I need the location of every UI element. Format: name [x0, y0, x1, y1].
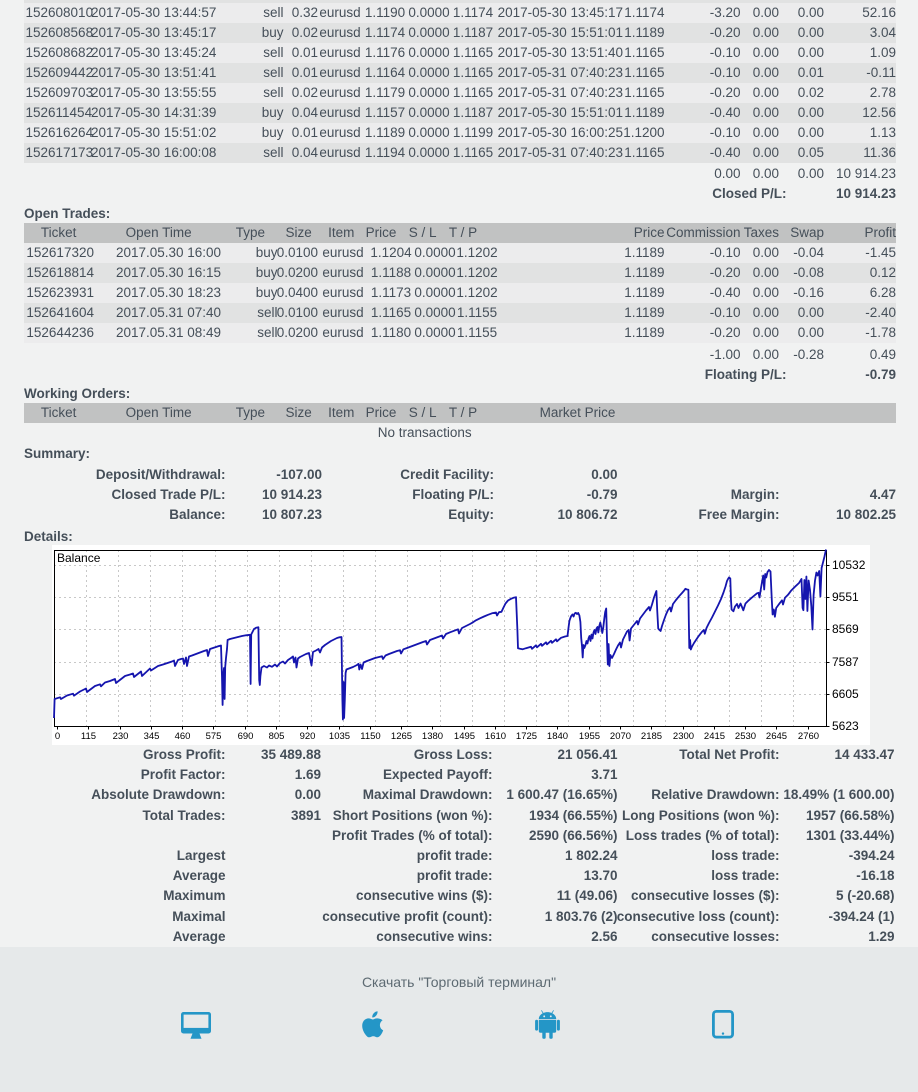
svg-text:2070: 2070 [610, 731, 631, 742]
svg-text:1610: 1610 [485, 731, 506, 742]
svg-text:2645: 2645 [766, 731, 787, 742]
svg-text:10532: 10532 [832, 558, 866, 572]
svg-text:575: 575 [206, 731, 222, 742]
svg-text:2760: 2760 [798, 731, 819, 742]
svg-text:1840: 1840 [547, 731, 568, 742]
svg-text:1150: 1150 [360, 731, 380, 742]
svg-text:2415: 2415 [704, 731, 725, 742]
svg-text:0: 0 [55, 731, 60, 742]
svg-text:5623: 5623 [832, 719, 859, 733]
svg-text:230: 230 [113, 731, 129, 742]
svg-text:1035: 1035 [329, 731, 350, 742]
svg-text:2300: 2300 [673, 731, 694, 742]
svg-text:920: 920 [300, 731, 316, 742]
svg-text:7587: 7587 [832, 655, 859, 669]
svg-text:2185: 2185 [641, 731, 662, 742]
svg-text:1265: 1265 [391, 731, 412, 742]
svg-text:460: 460 [175, 731, 191, 742]
svg-text:1495: 1495 [454, 731, 475, 742]
svg-text:345: 345 [144, 731, 160, 742]
svg-text:1380: 1380 [422, 731, 443, 742]
svg-text:690: 690 [238, 731, 254, 742]
svg-text:2530: 2530 [735, 731, 756, 742]
svg-text:1725: 1725 [516, 731, 537, 742]
svg-text:1955: 1955 [579, 731, 600, 742]
svg-text:8569: 8569 [832, 622, 859, 636]
svg-text:805: 805 [269, 731, 285, 742]
svg-text:Balance: Balance [57, 551, 101, 565]
svg-text:6605: 6605 [832, 687, 859, 701]
svg-text:9551: 9551 [832, 590, 859, 604]
svg-text:115: 115 [81, 731, 96, 742]
